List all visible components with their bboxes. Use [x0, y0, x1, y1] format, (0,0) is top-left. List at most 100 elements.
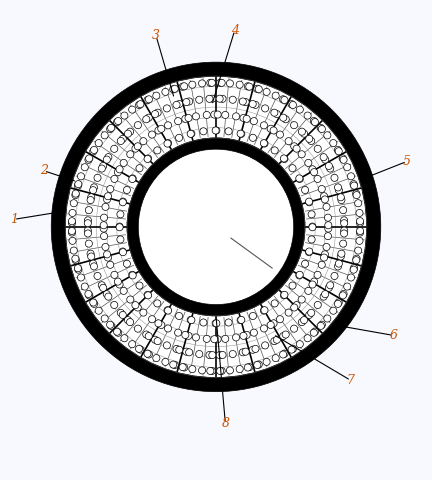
Circle shape [95, 140, 102, 146]
Circle shape [330, 307, 337, 314]
Circle shape [134, 143, 141, 150]
Circle shape [85, 240, 92, 247]
Circle shape [145, 114, 152, 121]
Circle shape [200, 128, 207, 135]
Circle shape [175, 312, 183, 320]
Circle shape [242, 98, 249, 106]
Circle shape [252, 101, 259, 108]
Circle shape [356, 237, 363, 244]
Circle shape [129, 175, 136, 182]
Circle shape [291, 143, 298, 150]
Circle shape [98, 282, 105, 289]
Circle shape [171, 361, 178, 369]
Circle shape [87, 250, 94, 257]
Circle shape [232, 334, 240, 341]
Circle shape [320, 154, 327, 161]
Circle shape [321, 196, 328, 203]
Circle shape [282, 331, 289, 338]
Circle shape [225, 128, 232, 135]
Circle shape [289, 165, 296, 172]
Circle shape [153, 92, 160, 99]
Circle shape [104, 251, 111, 258]
Circle shape [74, 264, 82, 272]
Circle shape [308, 309, 315, 316]
Circle shape [304, 112, 311, 119]
Circle shape [173, 345, 180, 352]
Circle shape [189, 366, 196, 372]
Circle shape [100, 225, 107, 232]
Circle shape [270, 320, 277, 327]
Circle shape [143, 116, 150, 123]
Circle shape [206, 95, 213, 102]
Circle shape [289, 101, 296, 108]
Circle shape [334, 184, 342, 191]
Circle shape [145, 333, 152, 340]
Circle shape [182, 331, 189, 338]
Circle shape [107, 185, 114, 192]
Circle shape [119, 198, 127, 205]
Circle shape [176, 100, 183, 108]
Circle shape [280, 351, 287, 358]
Circle shape [196, 96, 203, 103]
Circle shape [314, 271, 321, 278]
Circle shape [101, 214, 108, 221]
Circle shape [105, 192, 111, 200]
Circle shape [306, 199, 313, 206]
Circle shape [127, 296, 134, 303]
Circle shape [229, 350, 236, 358]
Circle shape [216, 95, 223, 102]
Circle shape [309, 166, 316, 173]
Circle shape [119, 135, 126, 143]
Circle shape [246, 364, 253, 371]
Circle shape [213, 127, 220, 134]
Circle shape [335, 299, 342, 306]
Circle shape [176, 346, 183, 353]
Circle shape [302, 260, 308, 267]
Circle shape [90, 299, 97, 306]
Circle shape [120, 159, 127, 167]
Circle shape [114, 168, 121, 176]
Circle shape [209, 351, 216, 359]
Circle shape [183, 348, 190, 355]
Text: 7: 7 [347, 374, 355, 387]
Circle shape [129, 175, 136, 182]
Circle shape [214, 111, 221, 118]
Circle shape [327, 282, 334, 289]
Circle shape [70, 200, 77, 207]
Circle shape [116, 166, 123, 173]
Circle shape [124, 317, 131, 324]
Circle shape [225, 319, 232, 326]
Circle shape [86, 292, 93, 299]
Circle shape [250, 329, 257, 336]
Circle shape [185, 332, 192, 339]
Circle shape [119, 249, 127, 256]
Circle shape [317, 124, 324, 132]
Circle shape [124, 186, 130, 193]
Circle shape [334, 263, 342, 270]
Circle shape [323, 204, 330, 210]
Circle shape [344, 283, 351, 290]
Circle shape [189, 81, 196, 88]
Circle shape [68, 217, 76, 225]
Circle shape [296, 271, 303, 278]
Circle shape [260, 307, 267, 314]
Circle shape [288, 346, 295, 353]
Circle shape [290, 325, 298, 332]
Circle shape [136, 282, 143, 289]
Circle shape [111, 145, 118, 152]
Circle shape [356, 229, 364, 236]
Circle shape [347, 173, 355, 180]
Circle shape [337, 253, 344, 260]
Circle shape [260, 325, 267, 332]
Circle shape [182, 115, 189, 122]
Circle shape [309, 224, 316, 231]
Circle shape [134, 325, 142, 332]
Circle shape [355, 247, 362, 254]
Circle shape [311, 328, 318, 335]
Circle shape [89, 187, 97, 194]
Circle shape [353, 192, 360, 199]
Circle shape [299, 319, 305, 325]
Circle shape [136, 165, 143, 172]
Circle shape [81, 283, 88, 290]
Circle shape [306, 248, 313, 255]
